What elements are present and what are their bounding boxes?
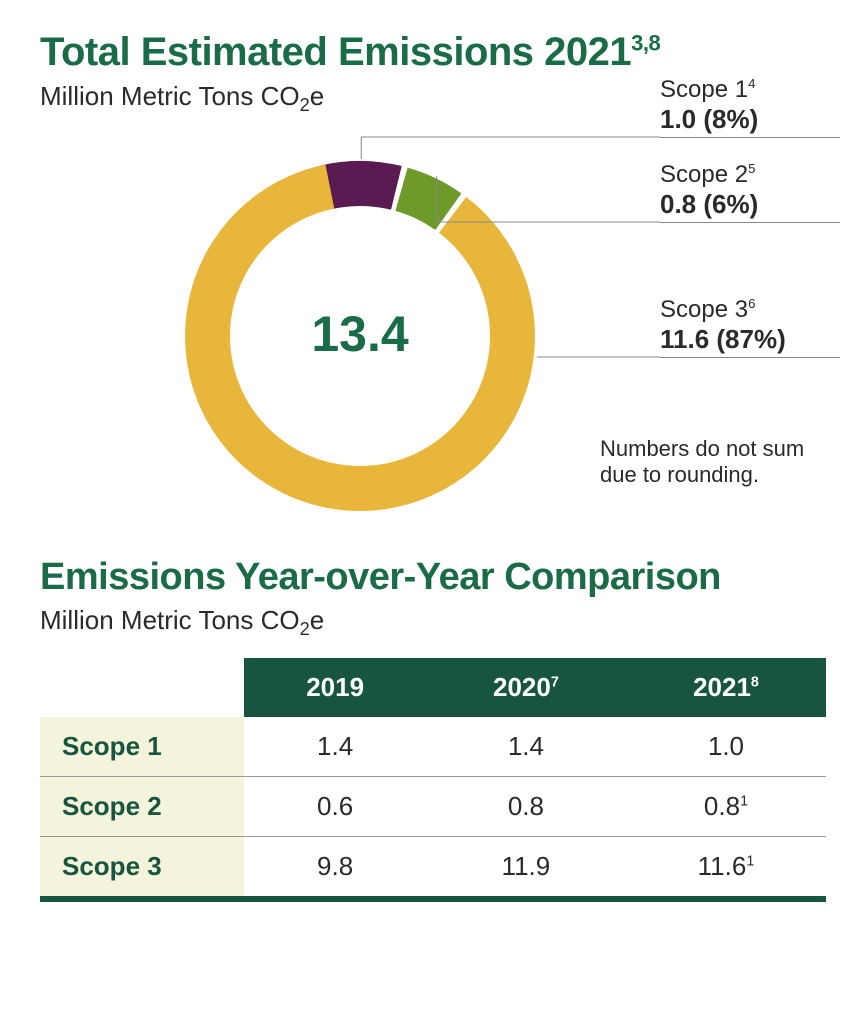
table-col-2019: 2019: [244, 658, 426, 717]
table-row: Scope 20.60.80.81: [40, 777, 826, 837]
table-col-2020: 20207: [426, 658, 626, 717]
table-cell: 11.9: [426, 837, 626, 897]
callout-scope3-rule: [660, 357, 840, 358]
callout-scope2-label-text: Scope 2: [660, 161, 748, 188]
section1-subtitle-sub: 2: [300, 95, 310, 115]
callout-scope3-value: 11.6 (87%): [660, 324, 840, 355]
donut-center-value: 13.4: [310, 305, 410, 363]
callout-scope3-label-text: Scope 3: [660, 296, 748, 323]
callout-scope2-label-sup: 5: [748, 161, 755, 176]
callout-scope3-label: Scope 36: [660, 296, 840, 324]
table-cell: 11.61: [626, 837, 826, 897]
callout-scope2-value: 0.8 (6%): [660, 189, 840, 220]
table-row: Scope 39.811.911.61: [40, 837, 826, 897]
callout-scope1-label-text: Scope 1: [660, 76, 748, 103]
callout-scope1-label-sup: 4: [748, 76, 755, 91]
callout-scope1: Scope 14 1.0 (8%): [660, 76, 840, 138]
comparison-table: 20192020720218 Scope 11.41.41.0Scope 20.…: [40, 658, 826, 896]
section2-subtitle-sub: 2: [300, 619, 310, 639]
section2-header: Emissions Year-over-Year Comparison Mill…: [40, 556, 826, 640]
section1-title: Total Estimated Emissions 20213,8: [40, 30, 826, 75]
table-rowlabel: Scope 3: [40, 837, 244, 897]
callout-scope2-label: Scope 25: [660, 161, 840, 189]
callout-scope1-label: Scope 14: [660, 76, 840, 104]
table-cell: 9.8: [244, 837, 426, 897]
table-head: 20192020720218: [40, 658, 826, 717]
section2-title: Emissions Year-over-Year Comparison: [40, 556, 826, 599]
callout-scope2: Scope 25 0.8 (6%): [660, 161, 840, 223]
callout-scope1-value: 1.0 (8%): [660, 104, 840, 135]
callout-scope3: Scope 36 11.6 (87%): [660, 296, 840, 358]
table-cell: 0.8: [426, 777, 626, 837]
table-cell: 0.6: [244, 777, 426, 837]
section1-title-sup: 3,8: [631, 31, 660, 56]
callout-scope2-rule: [660, 222, 840, 223]
callout-scope3-label-sup: 6: [748, 296, 755, 311]
table-cell: 1.4: [244, 717, 426, 777]
table-rowlabel: Scope 1: [40, 717, 244, 777]
section2-subtitle: Million Metric Tons CO2e: [40, 605, 826, 640]
table-col-2021: 20218: [626, 658, 826, 717]
table-cell: 1.0: [626, 717, 826, 777]
section1-title-text: Total Estimated Emissions 2021: [40, 30, 631, 74]
table-bottom-rule: [40, 896, 826, 902]
table-rowlabel: Scope 2: [40, 777, 244, 837]
section1-subtitle-post: e: [310, 81, 324, 111]
callout-scope1-rule: [660, 137, 840, 138]
donut-footnote: Numbers do not sum due to rounding.: [600, 436, 804, 488]
section2-subtitle-pre: Million Metric Tons CO: [40, 605, 300, 635]
table-cell: 1.4: [426, 717, 626, 777]
table-row: Scope 11.41.41.0: [40, 717, 826, 777]
table-col-blank: [40, 658, 244, 717]
table-cell: 0.81: [626, 777, 826, 837]
donut-chart: 13.4 Scope 14 1.0 (8%) Scope 25 0.8 (6%)…: [40, 116, 826, 546]
table-body: Scope 11.41.41.0Scope 20.60.80.81Scope 3…: [40, 717, 826, 896]
table-head-row: 20192020720218: [40, 658, 826, 717]
section2-subtitle-post: e: [310, 605, 324, 635]
section1-subtitle-pre: Million Metric Tons CO: [40, 81, 300, 111]
